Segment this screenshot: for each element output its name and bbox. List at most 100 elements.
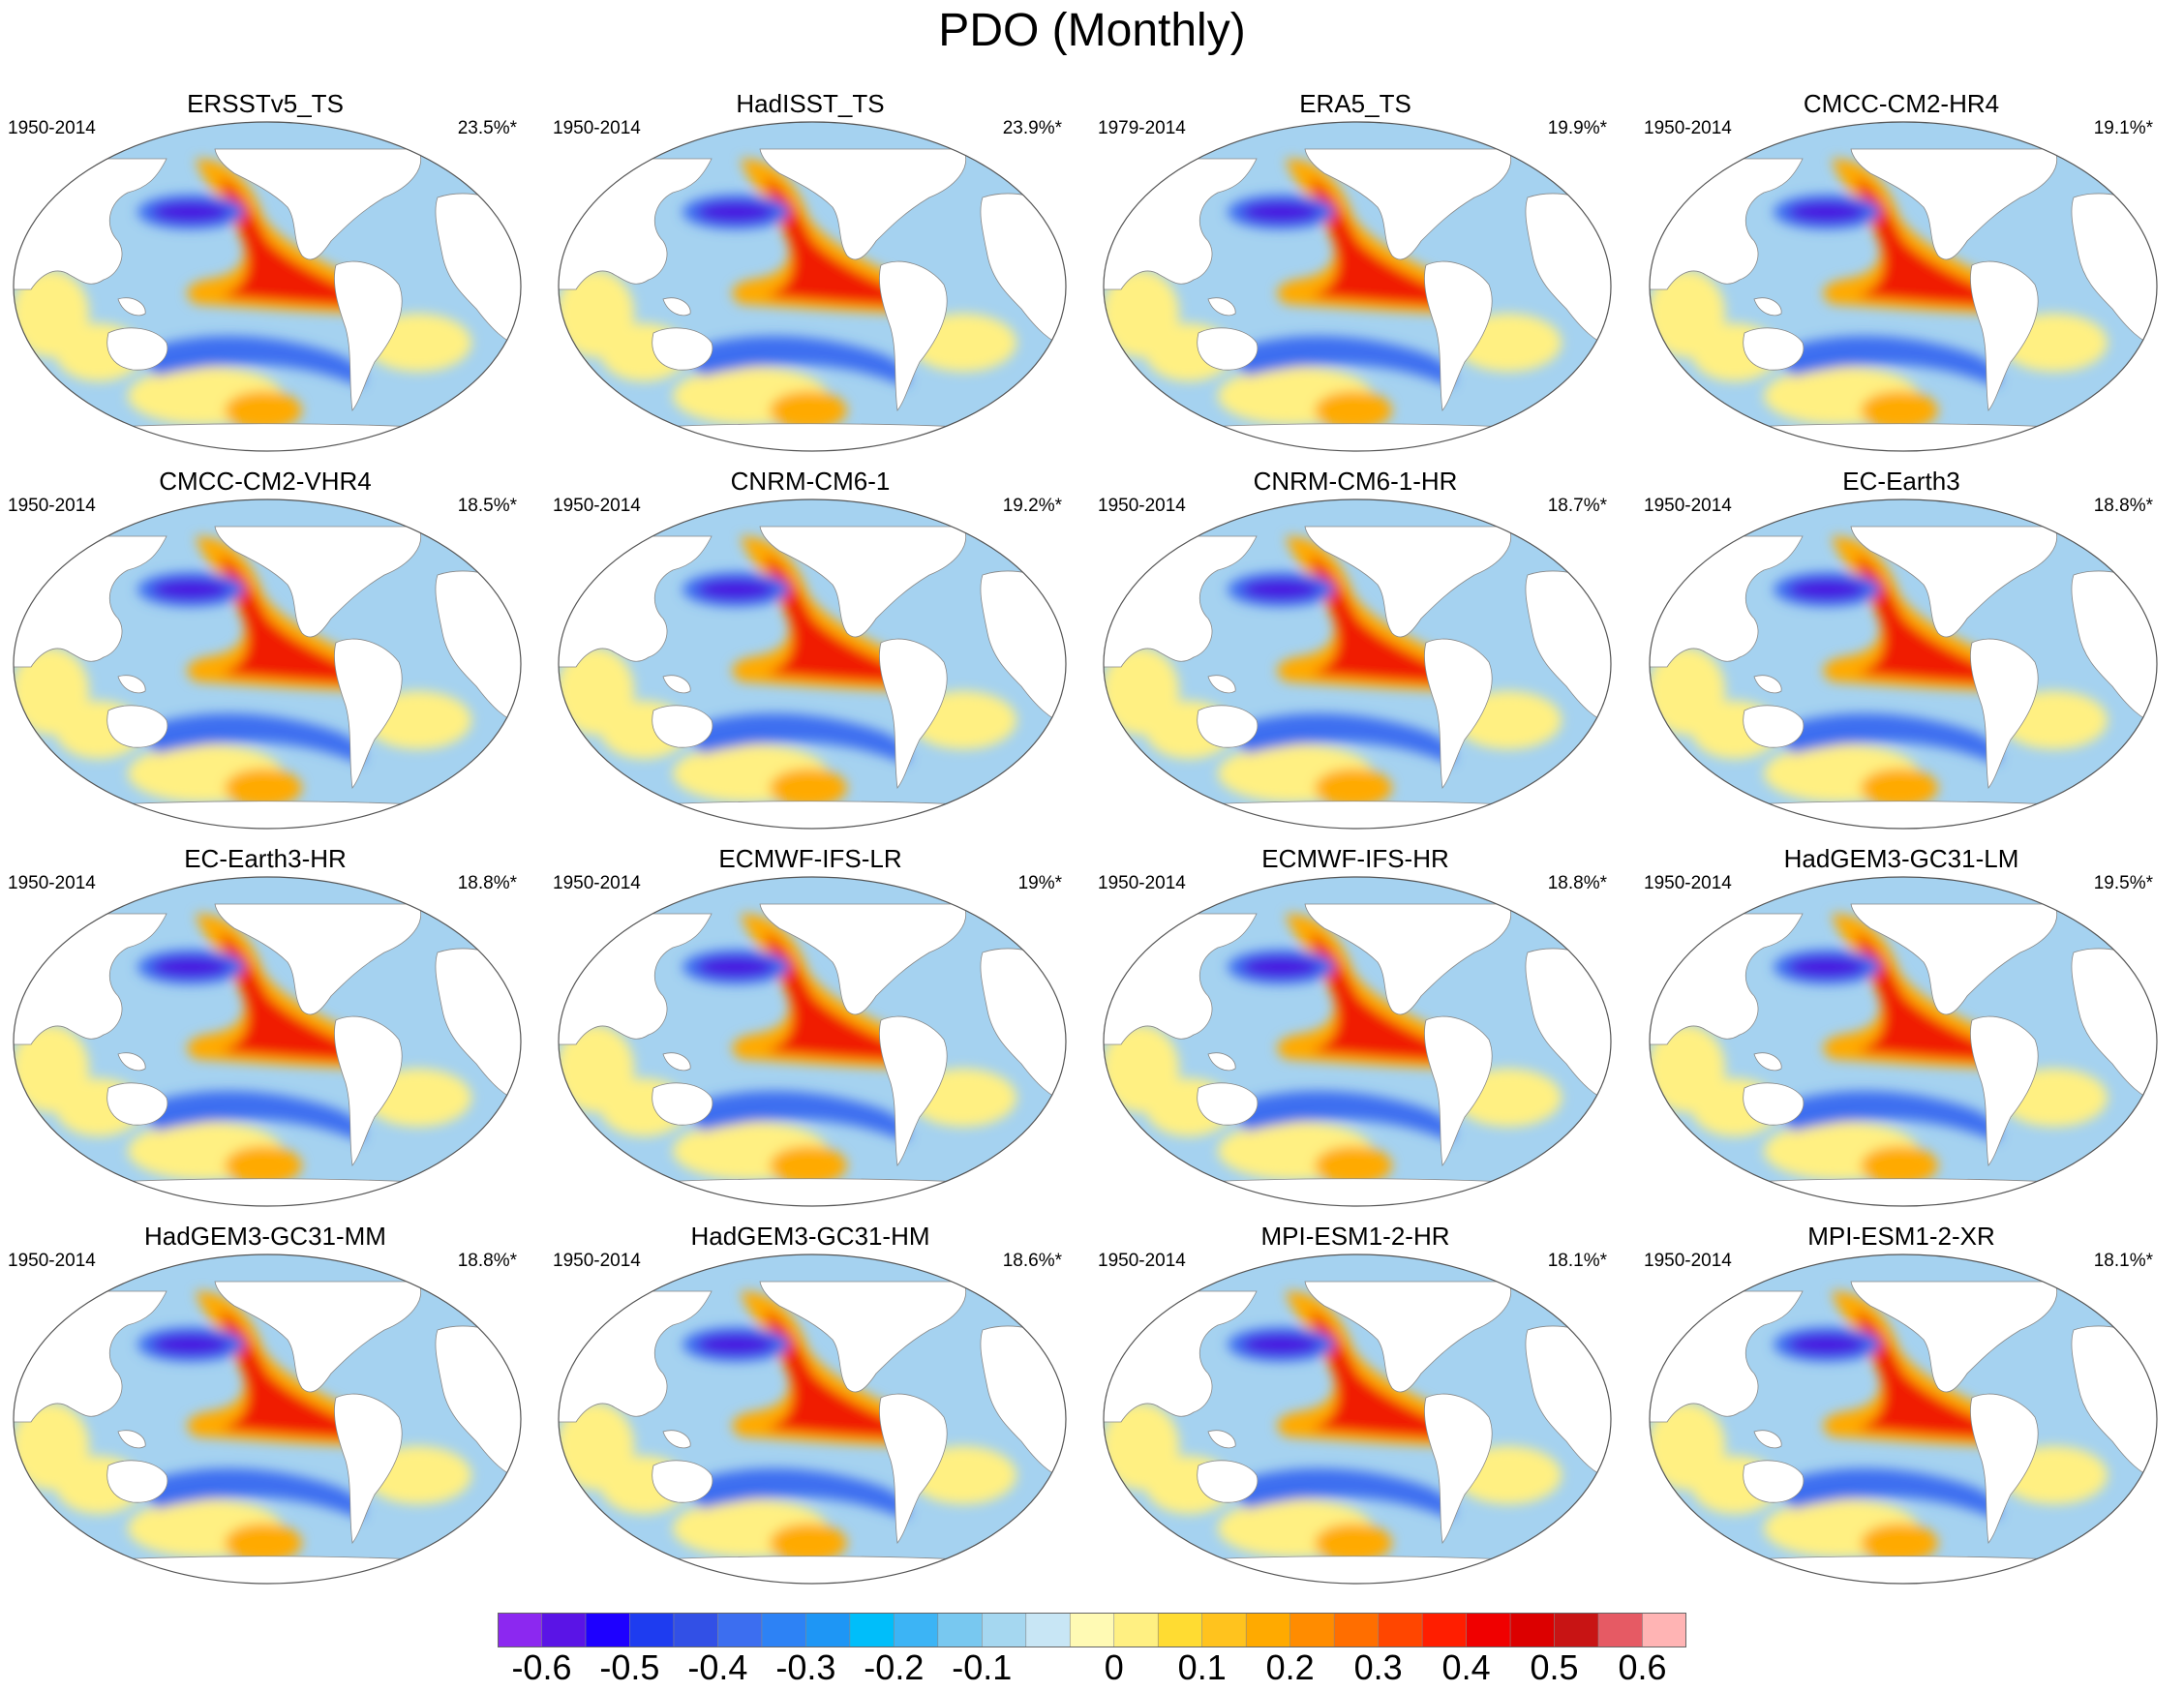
panel-variance-percent: 19.1%* <box>2093 118 2153 138</box>
panel-variance-percent: 18.8%* <box>2093 496 2153 516</box>
pdo-map <box>1649 1254 2158 1585</box>
anomaly-patch <box>697 956 774 978</box>
anomaly-patch <box>1242 201 1320 223</box>
landmass <box>1424 638 1493 789</box>
landmass <box>334 1393 403 1544</box>
colorbar-tick-label: -0.6 <box>511 1647 572 1687</box>
colorbar-tick-label: 0.5 <box>1530 1647 1579 1687</box>
colorbar-swatch <box>1554 1612 1599 1648</box>
panel-title: HadGEM3-GC31-MM <box>144 1222 386 1251</box>
panel-period: 1950-2014 <box>1098 1251 1186 1271</box>
colorbar-tick-label: 0.3 <box>1353 1647 1403 1687</box>
anomaly-patch <box>1788 201 1866 223</box>
figure-title: PDO (Monthly) <box>938 5 1246 56</box>
anomaly-patch <box>1315 1146 1392 1185</box>
colorbar-swatch <box>1201 1612 1247 1648</box>
anomaly-patch <box>1856 933 1996 1061</box>
anomaly-patch <box>1315 1524 1392 1562</box>
anomaly-patch <box>770 769 847 807</box>
landmass <box>1743 1082 1805 1126</box>
colorbar-swatch <box>1421 1612 1468 1648</box>
anomaly-patch <box>682 1091 909 1141</box>
map-panel: ERA5_TS 1979-2014 19.9%* <box>1090 87 1621 465</box>
landmass <box>1207 297 1236 317</box>
landmass <box>214 903 421 1015</box>
landmass <box>1850 903 2057 1015</box>
pdo-map <box>1649 876 2158 1207</box>
anomaly-patch <box>697 579 774 600</box>
landmass <box>559 1556 1066 1584</box>
colorbar-swatch <box>937 1612 984 1648</box>
landmass <box>334 1015 403 1166</box>
anomaly-patch <box>1242 956 1320 978</box>
landmass <box>559 801 1066 829</box>
anomaly-patch <box>1774 1091 2000 1141</box>
landmass <box>1424 1015 1493 1166</box>
landmass <box>1970 638 2039 789</box>
landmass <box>1104 801 1611 829</box>
pdo-map <box>1103 121 1612 452</box>
pdo-map <box>558 499 1067 830</box>
pdo-map <box>1103 499 1612 830</box>
panel-title: CNRM-CM6-1-HR <box>1253 467 1458 496</box>
landmass <box>1207 1052 1236 1072</box>
landmass <box>117 1052 146 1072</box>
map-panel: HadGEM3-GC31-LM 1950-2014 19.5%* <box>1636 842 2167 1220</box>
landmass <box>1104 423 1611 451</box>
pdo-map <box>13 121 522 452</box>
landmass <box>1104 1556 1611 1584</box>
anomaly-patch <box>1774 1468 2000 1519</box>
panel-title: HadISST_TS <box>736 89 885 118</box>
anomaly-patch <box>1856 1311 1996 1438</box>
panel-title: EC-Earth3-HR <box>184 844 347 873</box>
colorbar-swatch <box>585 1612 631 1648</box>
landmass <box>1304 1281 1511 1393</box>
colorbar-tick-label: 0 <box>1104 1647 1124 1687</box>
landmass <box>759 148 966 260</box>
panel-title: ECMWF-IFS-HR <box>1261 844 1449 873</box>
landmass <box>652 1460 713 1503</box>
colorbar-swatch <box>1597 1612 1644 1648</box>
landmass <box>1197 1460 1259 1503</box>
landmass <box>117 675 146 694</box>
map-panel: CNRM-CM6-1-HR 1950-2014 18.7%* <box>1090 465 1621 842</box>
map-border <box>1649 1254 2158 1585</box>
colorbar-swatch <box>849 1612 895 1648</box>
map-panel: CNRM-CM6-1 1950-2014 19.2%* <box>545 465 1076 842</box>
colorbar-swatch <box>761 1612 807 1648</box>
landmass <box>214 1281 421 1393</box>
panel-variance-percent: 23.9%* <box>1002 118 1062 138</box>
panel-period: 1950-2014 <box>8 1251 96 1271</box>
anomaly-patch <box>1242 579 1320 600</box>
panel-variance-percent: 18.1%* <box>2093 1251 2153 1271</box>
landmass <box>879 260 948 411</box>
landmass <box>1424 1393 1493 1544</box>
panel-period: 1950-2014 <box>1098 873 1186 893</box>
landmass <box>1650 801 2157 829</box>
landmass <box>879 638 948 789</box>
landmass <box>1970 1393 2039 1544</box>
anomaly-patch <box>770 391 847 430</box>
pdo-map <box>1103 876 1612 1207</box>
panel-period: 1950-2014 <box>1098 496 1186 516</box>
map-panel: ECMWF-IFS-LR 1950-2014 19%* <box>545 842 1076 1220</box>
map-border <box>1103 876 1612 1207</box>
panel-title: HadGEM3-GC31-LM <box>1783 844 2019 873</box>
anomaly-patch <box>770 1146 847 1185</box>
anomaly-patch <box>1242 1334 1320 1355</box>
panel-period: 1950-2014 <box>1644 1251 1732 1271</box>
landmass <box>14 801 521 829</box>
panel-variance-percent: 18.8%* <box>457 873 517 893</box>
map-panel: CMCC-CM2-VHR4 1950-2014 18.5%* <box>0 465 531 842</box>
colorbar-tick-label: -0.5 <box>599 1647 660 1687</box>
colorbar-swatch <box>981 1612 1027 1648</box>
anomaly-patch <box>152 579 229 600</box>
colorbar-swatch <box>1025 1612 1072 1648</box>
landmass <box>879 1393 948 1544</box>
pdo-map <box>1649 121 2158 452</box>
map-border <box>558 1254 1067 1585</box>
panel-period: 1950-2014 <box>8 873 96 893</box>
landmass <box>1207 1430 1236 1449</box>
landmass <box>1753 297 1782 317</box>
map-border <box>558 121 1067 452</box>
